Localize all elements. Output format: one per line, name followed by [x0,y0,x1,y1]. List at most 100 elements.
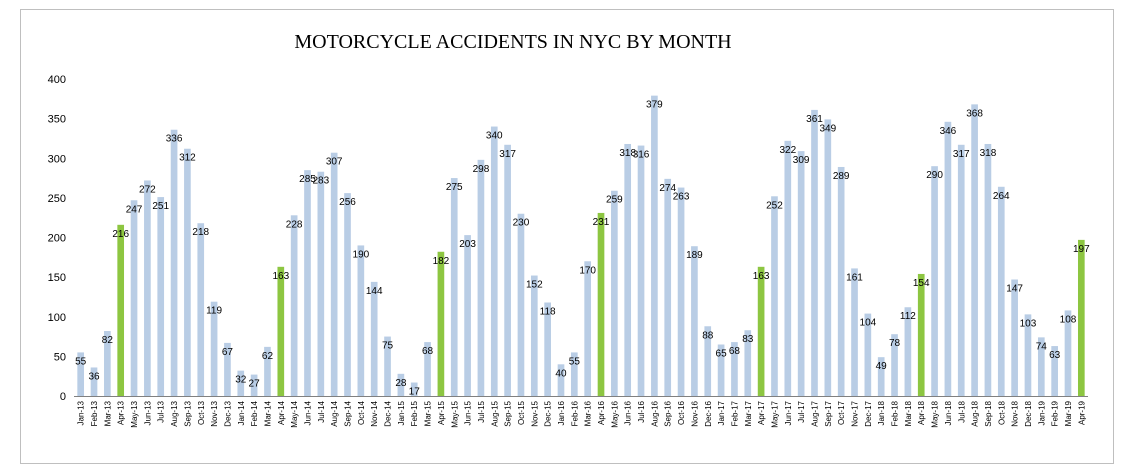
x-tick-label: May-15 [450,400,459,427]
data-label: 75 [382,341,394,352]
data-label: 17 [409,387,421,398]
x-tick-label: Feb-14 [250,400,259,426]
bar-dec-14 [384,336,391,396]
bar-mar-15 [424,342,431,396]
x-tick-label: Sep-17 [824,400,833,426]
data-label: 104 [860,318,877,329]
data-label: 197 [1073,244,1090,255]
data-label: 231 [593,217,610,228]
data-label: 336 [166,134,183,145]
bar-feb-13 [90,367,98,396]
x-tick-label: Feb-18 [891,400,900,426]
data-label: 83 [742,334,754,345]
data-label: 67 [222,347,234,358]
data-label: 289 [833,171,850,182]
data-label: 74 [1036,341,1048,352]
x-tick-label: Oct-18 [997,400,1006,425]
data-label: 154 [913,278,930,289]
bar-feb-14 [250,374,258,396]
data-label: 307 [326,157,343,168]
x-tick-label: Jun-17 [784,400,793,425]
data-label: 230 [513,218,530,229]
data-label: 163 [753,271,770,282]
bar-jan-18 [877,357,885,396]
x-tick-label: Jul-14 [317,400,326,422]
bar-mar-13 [104,331,111,396]
data-label: 163 [272,271,289,282]
data-label: 62 [262,351,274,362]
x-tick-label: Jul-15 [477,400,486,422]
data-label: 272 [139,184,156,195]
bar-mar-17 [744,330,752,396]
data-label: 298 [473,164,490,175]
data-label: 318 [980,148,997,159]
data-label: 263 [673,192,690,203]
data-label: 147 [1006,284,1023,295]
bar-nov-15 [530,275,538,396]
x-tick-label: Feb-13 [90,400,99,426]
x-tick-label: Dec-15 [544,400,553,426]
x-tick-label: Nov-15 [530,400,539,426]
bar-nov-16 [691,246,698,396]
bar-may-13 [130,200,138,396]
bar-dec-16 [704,326,712,396]
x-tick-label: Feb-19 [1051,400,1060,426]
data-label: 103 [1020,318,1037,329]
data-label: 264 [993,191,1010,202]
data-label: 317 [953,149,970,160]
data-label: 309 [793,155,810,166]
data-label: 203 [459,239,476,250]
x-tick-label: Oct-14 [357,400,366,425]
data-label: 218 [192,227,209,238]
bar-feb-15 [410,382,418,396]
x-tick-label: Aug-15 [490,400,499,426]
bar-nov-17 [851,268,858,396]
data-label: 368 [966,108,983,119]
bar-sep-14 [344,193,351,396]
bar-may-17 [771,196,778,396]
data-label: 290 [926,170,943,181]
x-tick-label: Jan-16 [557,400,566,425]
bar-apr-18 [917,273,925,396]
bar-aug-14 [330,152,338,396]
bar-apr-19 [1077,239,1085,396]
x-tick-label: Sep-15 [504,400,513,426]
x-tick-label: Jan-13 [77,400,86,425]
x-tick-label: Dec-17 [864,400,873,426]
bar-jun-13 [144,180,151,396]
data-label: 318 [619,148,636,159]
bar-jul-16 [637,145,645,396]
data-label: 108 [1060,314,1077,325]
x-tick-label: Mar-16 [584,400,593,426]
x-tick-label: Apr-13 [117,400,126,425]
y-tick-label: 400 [48,74,66,86]
x-tick-label: Sep-16 [664,400,673,426]
bar-sep-17 [824,119,832,397]
data-label: 285 [299,174,316,185]
data-label: 247 [126,204,143,215]
bar-oct-13 [197,223,205,396]
x-tick-label: Jan-15 [397,400,406,425]
data-label: 252 [766,200,783,211]
data-label: 182 [433,256,450,267]
bar-may-15 [450,178,458,396]
y-tick-label: 250 [48,193,66,205]
data-label: 216 [112,229,129,240]
x-tick-label: Aug-13 [170,400,179,426]
x-tick-label: Mar-17 [744,400,753,426]
data-label: 251 [152,201,169,212]
x-tick-label: Mar-13 [103,400,112,426]
data-label: 340 [486,131,503,142]
bar-mar-19 [1064,310,1072,396]
x-tick-label: Jun-16 [624,400,633,425]
x-tick-label: Dec-14 [384,400,393,426]
x-tick-label: May-18 [931,400,940,427]
x-tick-label: Apr-18 [917,400,926,425]
data-label: 283 [312,176,329,187]
bar-oct-18 [997,186,1005,396]
data-label: 40 [555,368,567,379]
data-label: 256 [339,197,356,208]
bar-dec-17 [864,313,872,396]
